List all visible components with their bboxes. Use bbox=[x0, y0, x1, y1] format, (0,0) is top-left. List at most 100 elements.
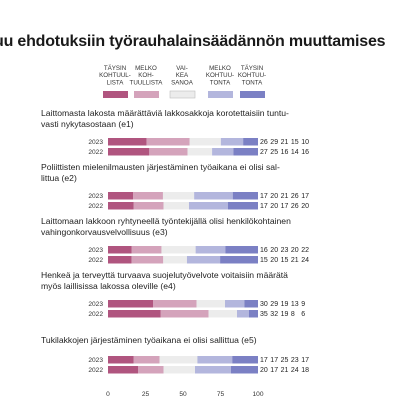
legend-label: KEA bbox=[176, 72, 189, 79]
value-label: 20 bbox=[301, 203, 309, 210]
bar-segment bbox=[225, 246, 258, 254]
bar-segment bbox=[237, 310, 249, 318]
value-label: 8 bbox=[291, 311, 295, 318]
value-label: 15 bbox=[260, 257, 268, 264]
value-label: 17 bbox=[260, 357, 268, 364]
value-label: 16 bbox=[281, 149, 289, 156]
bar-segment bbox=[212, 148, 234, 156]
legend-label: TÄYSIN bbox=[104, 65, 126, 72]
bar-segment bbox=[108, 246, 132, 254]
legend-label: KOHTUUL- bbox=[99, 72, 131, 79]
value-label: 29 bbox=[270, 139, 278, 146]
value-label: 21 bbox=[281, 367, 289, 374]
bar-segment bbox=[163, 202, 189, 210]
value-label: 23 bbox=[281, 247, 289, 254]
value-label: 17 bbox=[260, 203, 268, 210]
bar-segment bbox=[220, 138, 244, 146]
bar-segment bbox=[197, 356, 233, 364]
bar-segment bbox=[108, 148, 150, 156]
value-label: 20 bbox=[270, 247, 278, 254]
value-label: 9 bbox=[301, 301, 305, 308]
bar-segment bbox=[196, 300, 225, 308]
x-tick-label: 0 bbox=[106, 391, 110, 398]
bar-segment bbox=[195, 246, 226, 254]
value-label: 32 bbox=[270, 311, 278, 318]
legend-label: TÄYSIN bbox=[241, 65, 263, 72]
value-label: 27 bbox=[260, 149, 268, 156]
value-label: 24 bbox=[291, 367, 299, 374]
value-label: 17 bbox=[260, 193, 268, 200]
bar-segment bbox=[131, 256, 164, 264]
bar-segment bbox=[232, 192, 258, 200]
value-label: 20 bbox=[270, 203, 278, 210]
value-label: 17 bbox=[270, 357, 278, 364]
value-label: 26 bbox=[291, 203, 299, 210]
bar-segment bbox=[189, 202, 228, 210]
value-label: 6 bbox=[301, 311, 305, 318]
legend-label: TONTA bbox=[210, 79, 231, 86]
question-text: vahingonkorvausvelvollisuus (e3) bbox=[41, 227, 168, 237]
legend-label: LISTA bbox=[107, 79, 125, 86]
bar-segment bbox=[244, 300, 258, 308]
year-label: 2023 bbox=[88, 247, 103, 254]
bar-segment bbox=[161, 246, 196, 254]
value-label: 30 bbox=[260, 301, 268, 308]
value-label: 10 bbox=[301, 139, 309, 146]
year-label: 2022 bbox=[88, 367, 103, 374]
bar-segment bbox=[149, 148, 188, 156]
value-label: 26 bbox=[291, 193, 299, 200]
value-label: 23 bbox=[291, 357, 299, 364]
value-label: 26 bbox=[260, 139, 268, 146]
bar-segment bbox=[208, 310, 237, 318]
value-label: 13 bbox=[291, 301, 299, 308]
value-label: 20 bbox=[291, 247, 299, 254]
year-label: 2023 bbox=[88, 139, 103, 146]
value-label: 29 bbox=[270, 301, 278, 308]
x-tick-label: 75 bbox=[217, 391, 225, 398]
value-label: 19 bbox=[281, 301, 289, 308]
bar-segment bbox=[160, 310, 209, 318]
year-label: 2022 bbox=[88, 311, 103, 318]
legend-swatch bbox=[208, 91, 233, 98]
value-label: 25 bbox=[281, 357, 289, 364]
bar-segment bbox=[108, 138, 147, 146]
year-label: 2022 bbox=[88, 257, 103, 264]
bar-segment bbox=[243, 138, 258, 146]
bar-segment bbox=[189, 138, 221, 146]
question-text: littua (e2) bbox=[41, 173, 77, 183]
value-label: 21 bbox=[281, 193, 289, 200]
value-label: 35 bbox=[260, 311, 268, 318]
value-label: 21 bbox=[281, 139, 289, 146]
value-label: 19 bbox=[281, 311, 289, 318]
bar-segment bbox=[108, 356, 134, 364]
value-label: 17 bbox=[270, 367, 278, 374]
bar-segment bbox=[108, 310, 161, 318]
bar-segment bbox=[232, 356, 258, 364]
value-label: 15 bbox=[281, 257, 289, 264]
value-label: 20 bbox=[260, 367, 268, 374]
bar-segment bbox=[108, 256, 132, 264]
legend-label: MELKO bbox=[209, 65, 231, 72]
legend-label: KOHTUU- bbox=[238, 72, 266, 79]
bar-segment bbox=[108, 192, 134, 200]
question-text: myös laillisissa lakossa oleville (e4) bbox=[41, 281, 176, 291]
bar-segment bbox=[220, 256, 258, 264]
bar-segment bbox=[187, 148, 213, 156]
x-tick-label: 100 bbox=[252, 391, 263, 398]
chart-title: uu ehdotuksiin työrauhalainsäädännön muu… bbox=[0, 33, 386, 50]
value-label: 22 bbox=[301, 247, 309, 254]
bar-segment bbox=[186, 256, 221, 264]
year-label: 2023 bbox=[88, 357, 103, 364]
bar-segment bbox=[249, 310, 258, 318]
bar-segment bbox=[108, 202, 134, 210]
legend-label: VAI- bbox=[176, 65, 188, 72]
bar-segment bbox=[133, 356, 160, 364]
legend-label: MELKO bbox=[135, 65, 157, 72]
bar-segment bbox=[163, 366, 195, 374]
bar-segment bbox=[108, 300, 153, 308]
value-label: 25 bbox=[270, 149, 278, 156]
x-tick-label: 25 bbox=[142, 391, 150, 398]
